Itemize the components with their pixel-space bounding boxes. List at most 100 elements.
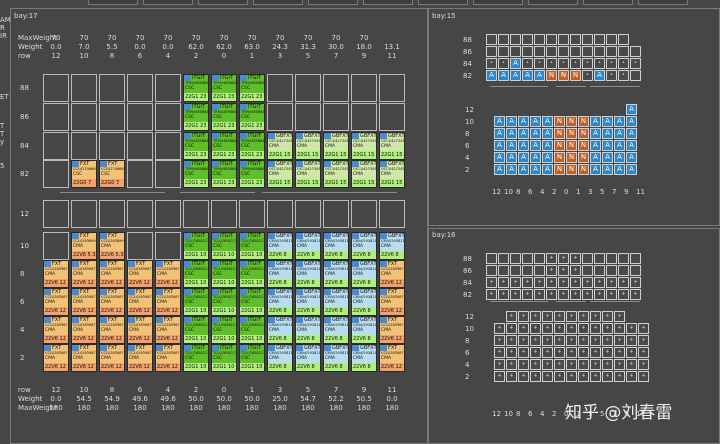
empty-slot[interactable] (295, 200, 321, 228)
bay-slot[interactable]: A (594, 70, 605, 81)
container-slot[interactable]: GBFXT CMAU2938111 CMA 22V6 8 (267, 232, 293, 260)
bay-slot[interactable]: A (542, 140, 553, 151)
bay-slot[interactable] (618, 34, 629, 45)
bay-slot[interactable]: + (530, 359, 541, 370)
bay-slot[interactable]: • (606, 70, 617, 81)
container-slot[interactable]: ITGIT TRMU4658841 CSC 22G1 23 (211, 160, 237, 188)
container-slot[interactable]: ITGIT TRMU4658841 CSC 22G1 23 (183, 132, 209, 160)
bay-slot[interactable]: + (510, 277, 521, 288)
bay-slot[interactable]: A (590, 164, 601, 175)
empty-slot[interactable] (43, 200, 69, 228)
bay-slot[interactable]: + (554, 347, 565, 358)
bay-slot[interactable]: + (578, 323, 589, 334)
bay-slot[interactable] (534, 34, 545, 45)
container-slot[interactable]: GBFXT OCCU4273456 CMA 22G1 15 (295, 160, 321, 188)
bay-slot[interactable]: N (578, 128, 589, 139)
bay-slot[interactable]: + (638, 323, 649, 334)
container-slot[interactable]: FXT CCLU2639871 CMA 22V6 12 (155, 260, 181, 288)
bay-slot[interactable]: + (638, 347, 649, 358)
container-slot[interactable]: ITGIT TCLU2638221 CSC 22G1 10 (239, 316, 265, 344)
bay-slot[interactable]: + (590, 311, 601, 322)
bay-slot[interactable]: A (602, 152, 613, 163)
empty-slot[interactable] (43, 232, 69, 260)
empty-slot[interactable] (43, 103, 69, 131)
bay-slot[interactable] (570, 46, 581, 57)
bay-slot[interactable]: A (626, 140, 637, 151)
container-slot[interactable]: ITGIT TRMU4658841 CSC 22G1 23 (183, 74, 209, 102)
bay-slot[interactable]: A (626, 152, 637, 163)
toolbar-tab[interactable] (418, 0, 468, 5)
bay-slot[interactable]: + (558, 277, 569, 288)
bay-slot[interactable]: A (614, 116, 625, 127)
bay-slot[interactable]: • (534, 58, 545, 69)
empty-slot[interactable] (323, 103, 349, 131)
bay-slot[interactable]: + (606, 289, 617, 300)
bay-slot[interactable]: A (530, 152, 541, 163)
container-slot[interactable]: GBFXT CMAU2938111 CMA 22V6 8 (351, 344, 377, 372)
container-slot[interactable]: GBFXT CMAU2938111 CMA 22V6 8 (351, 260, 377, 288)
empty-slot[interactable] (43, 74, 69, 102)
toolbar-tab[interactable] (253, 0, 303, 5)
bay-slot[interactable]: A (506, 140, 517, 151)
bay-slot[interactable] (498, 265, 509, 276)
bay-slot[interactable]: A (590, 152, 601, 163)
container-slot[interactable]: ITGIT TCLU2638221 CSC 22G1 10 (211, 232, 237, 260)
bay-slot[interactable]: A (614, 164, 625, 175)
bay-slot[interactable]: A (518, 128, 529, 139)
bay-slot[interactable]: N (566, 164, 577, 175)
bay-slot[interactable]: + (554, 335, 565, 346)
bay-slot[interactable] (510, 265, 521, 276)
bay-slot[interactable] (618, 265, 629, 276)
toolbar-tab[interactable] (143, 0, 193, 5)
bay-slot[interactable]: + (626, 323, 637, 334)
empty-slot[interactable] (379, 200, 405, 228)
container-slot[interactable]: GBFXT CMAU2938111 CMA 22V6 8 (295, 260, 321, 288)
bay-slot[interactable] (486, 265, 497, 276)
bay-slot[interactable] (630, 265, 641, 276)
bay-slot[interactable]: + (578, 371, 589, 382)
bay-slot[interactable]: + (602, 371, 613, 382)
bay-slot[interactable]: N (554, 128, 565, 139)
bay-slot[interactable] (534, 46, 545, 57)
bay-slot[interactable] (618, 46, 629, 57)
empty-slot[interactable] (127, 160, 153, 188)
container-slot[interactable]: GBFXT OCCU4273456 CMA 22G1 15 (379, 160, 405, 188)
bay-slot[interactable]: • (546, 58, 557, 69)
bay-slot[interactable]: + (558, 265, 569, 276)
bay-slot[interactable]: A (614, 152, 625, 163)
container-slot[interactable]: GBFXT CMAU2938111 CMA 22V6 8 (351, 316, 377, 344)
empty-slot[interactable] (71, 74, 97, 102)
bay-slot[interactable]: A (626, 104, 637, 115)
bay-slot[interactable] (522, 265, 533, 276)
container-slot[interactable]: GBFXT OCCU4273456 CMA 22G1 15 (295, 132, 321, 160)
bay-slot[interactable] (606, 265, 617, 276)
bay-slot[interactable]: + (542, 371, 553, 382)
bay-slot[interactable]: A (530, 164, 541, 175)
bay-slot[interactable]: + (638, 371, 649, 382)
empty-slot[interactable] (127, 74, 153, 102)
bay-slot[interactable]: + (518, 323, 529, 334)
container-slot[interactable]: GBFXT CMAU2938111 CMA 22V6 8 (267, 316, 293, 344)
container-slot[interactable]: ITGIT TCLU2638221 CSC 22G1 10 (211, 344, 237, 372)
bay-slot[interactable]: A (518, 164, 529, 175)
container-slot[interactable]: ITGIT TCLU2638221 CSC 22G1 10 (183, 344, 209, 372)
bay-slot[interactable] (486, 46, 497, 57)
bay-slot[interactable]: + (546, 253, 557, 264)
bay-slot[interactable] (546, 34, 557, 45)
container-slot[interactable]: FXT CCLU2639871 CMA 22V6 12 (379, 288, 405, 316)
container-slot[interactable]: ITGIT TCLU2638221 CSC 22G1 10 (211, 260, 237, 288)
empty-slot[interactable] (43, 132, 69, 160)
bay-slot[interactable]: N (566, 140, 577, 151)
bay-slot[interactable]: + (494, 335, 505, 346)
container-slot[interactable]: ITGIT TRMU4658841 CSC 22G1 23 (211, 132, 237, 160)
container-slot[interactable]: ITGIT TRMU4658841 CSC 22G1 23 (239, 103, 265, 131)
bay-slot[interactable]: A (518, 116, 529, 127)
container-slot[interactable]: FXT CCLU2639871 CMA 22V6 12 (155, 288, 181, 316)
bay-slot[interactable]: + (618, 289, 629, 300)
bay-slot[interactable]: + (570, 265, 581, 276)
bay-slot[interactable]: A (494, 140, 505, 151)
empty-slot[interactable] (127, 232, 153, 260)
bay-slot[interactable]: + (554, 323, 565, 334)
bay-slot[interactable]: A (602, 164, 613, 175)
empty-slot[interactable] (379, 103, 405, 131)
